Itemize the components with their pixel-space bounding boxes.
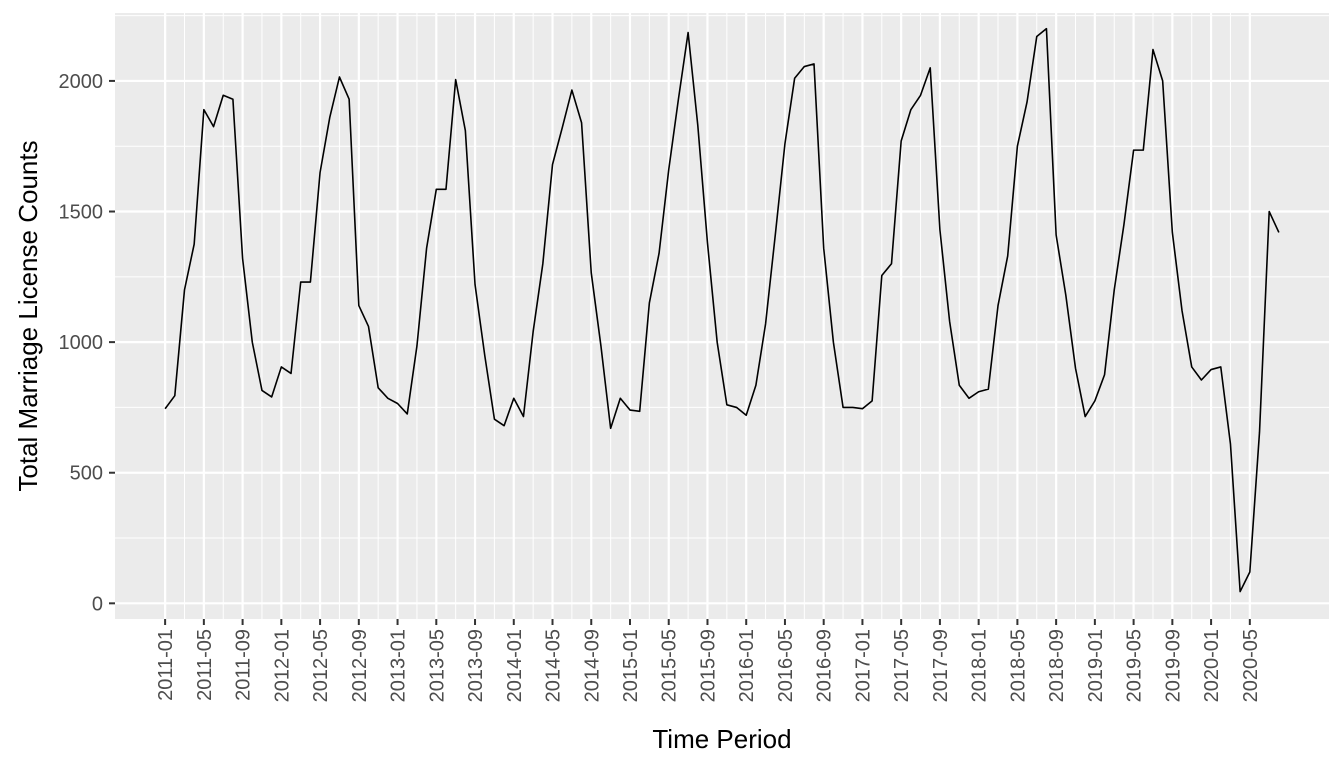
x-tick-label: 2018-09 [1046, 629, 1068, 702]
x-tick-label: 2018-01 [969, 629, 991, 702]
series-layer [164, 27, 1280, 593]
series-line [164, 27, 1280, 593]
y-tick-label: 1000 [59, 332, 104, 354]
x-tick-label: 2019-05 [1124, 629, 1146, 702]
grid-major-lines [115, 13, 1329, 619]
x-tick-label: 2014-09 [581, 629, 603, 702]
x-tick-label: 2015-01 [620, 629, 642, 702]
y-tick-label: 0 [92, 593, 103, 615]
x-tick-label: 2014-05 [543, 629, 565, 702]
x-tick-label: 2017-05 [891, 629, 913, 702]
x-tick-label: 2013-05 [426, 629, 448, 702]
x-tick-label: 2018-05 [1007, 629, 1029, 702]
x-tick-label: 2016-09 [814, 629, 836, 702]
x-axis: 2011-01 2011-05 2011-09 2012-01 2012-05 2012-… [155, 619, 1262, 702]
x-tick-label: 2013-09 [465, 629, 487, 702]
x-tick-label: 2019-09 [1162, 629, 1184, 702]
x-tick-label: 2014-01 [504, 629, 526, 702]
x-tick-label: 2017-01 [852, 629, 874, 702]
x-tick-label: 2011-01 [155, 629, 177, 701]
x-tick-label: 2019-01 [1085, 629, 1107, 702]
y-tick-label: 500 [70, 463, 103, 485]
x-tick-label: 2011-09 [233, 629, 255, 701]
x-tick-label: 2020-05 [1240, 629, 1262, 702]
grid-minor-lines [115, 13, 1329, 619]
x-tick-label: 2013-01 [388, 629, 410, 702]
x-axis-title: Time Period [652, 724, 791, 754]
x-tick-label: 2015-09 [697, 629, 719, 702]
x-tick-label: 2015-05 [659, 629, 681, 702]
y-tick-label: 1500 [59, 202, 104, 224]
x-tick-label: 2017-09 [930, 629, 952, 702]
y-tick-label: 2000 [59, 71, 104, 93]
x-tick-label: 2011-05 [194, 629, 216, 701]
x-tick-label: 2016-05 [775, 629, 797, 702]
plot-panel [115, 13, 1329, 619]
y-axis: 0 500 1000 1500 2000 [59, 71, 115, 615]
y-axis-title: Total Marriage License Counts [13, 140, 43, 491]
x-tick-label: 2012-01 [271, 629, 293, 702]
x-tick-label: 2020-01 [1201, 629, 1223, 702]
x-tick-label: 2012-09 [349, 629, 371, 702]
x-tick-label: 2016-01 [736, 629, 758, 702]
x-tick-label: 2012-05 [310, 629, 332, 702]
